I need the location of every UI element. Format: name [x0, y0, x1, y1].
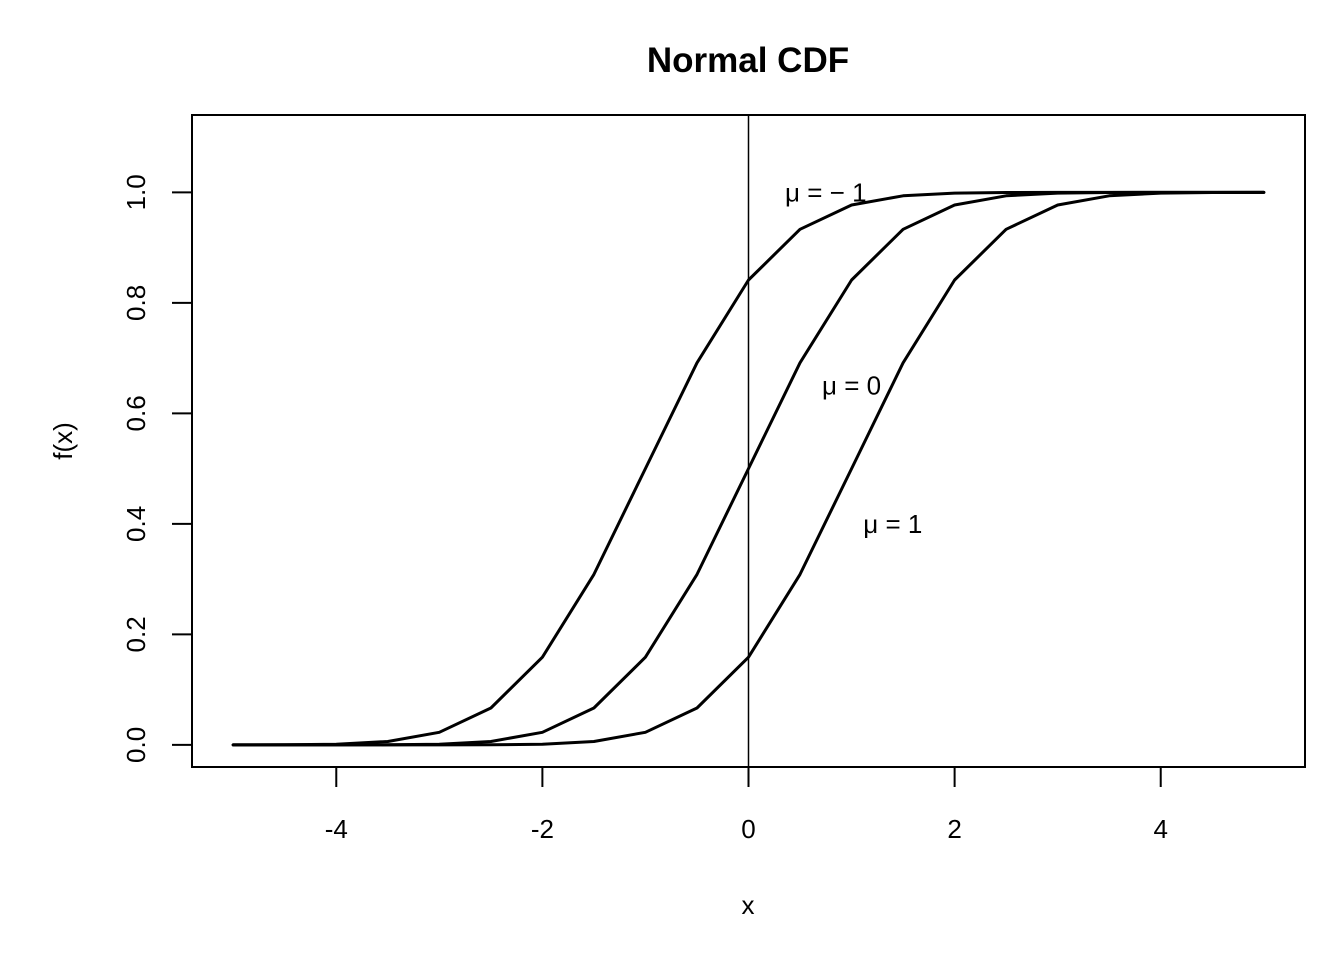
- x-axis-label: x: [742, 890, 755, 920]
- y-tick-label: 0.2: [121, 616, 151, 652]
- y-tick-label: 0.8: [121, 285, 151, 321]
- x-tick-label: -4: [325, 814, 348, 844]
- curve-annotation: μ = 0: [822, 371, 881, 401]
- chart-title: Normal CDF: [647, 41, 849, 80]
- curve-annotation: μ = 1: [863, 509, 922, 539]
- x-tick-label: 2: [947, 814, 961, 844]
- x-axis: -4 -2 0 2 4: [325, 766, 1168, 844]
- y-axis-label: f(x): [48, 422, 78, 460]
- y-tick-label: 1.0: [121, 174, 151, 210]
- x-tick-label: 4: [1153, 814, 1167, 844]
- x-tick-label: -2: [531, 814, 554, 844]
- x-tick-label: 0: [741, 814, 755, 844]
- series-lines: [231, 190, 1266, 747]
- curve-annotations: μ = − 1 μ = 0 μ = 1: [785, 177, 922, 539]
- series-line: [231, 190, 1266, 747]
- y-tick-label: 0.4: [121, 506, 151, 542]
- y-axis: 0.0 0.2 0.4 0.6 0.8 1.0: [121, 174, 193, 763]
- y-tick-label: 0.0: [121, 727, 151, 763]
- y-tick-label: 0.6: [121, 395, 151, 431]
- curve-annotation: μ = − 1: [785, 177, 866, 207]
